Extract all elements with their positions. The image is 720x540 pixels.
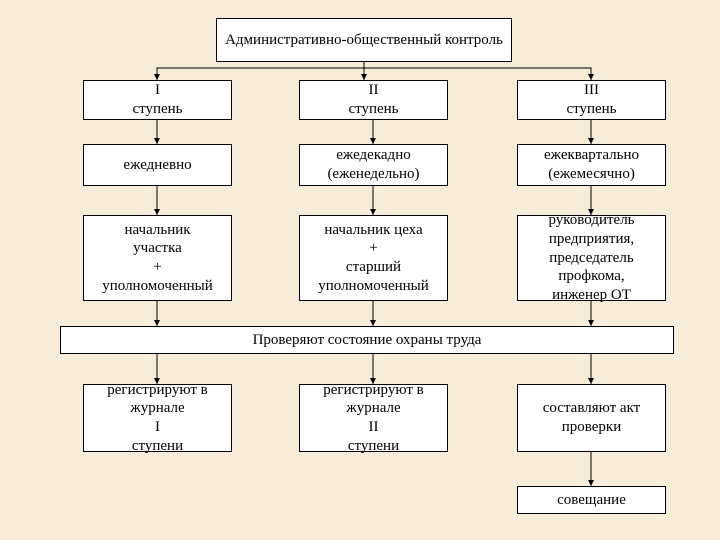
text: совещание: [557, 491, 626, 510]
text: регистрируют вжурналеIIступени: [323, 381, 423, 456]
text: IIступень: [348, 81, 398, 119]
node-final: совещание: [517, 486, 666, 514]
text: ежедневно: [123, 156, 191, 175]
node-resp-3: руководительпредприятия,председательпроф…: [517, 215, 666, 301]
node-out-2: регистрируют вжурналеIIступени: [299, 384, 448, 452]
text: Административно-общественный контроль: [225, 31, 503, 50]
text: начальникучастка+уполномоченный: [102, 221, 213, 296]
node-title: Административно-общественный контроль: [216, 18, 512, 62]
node-stage-2: IIступень: [299, 80, 448, 120]
node-freq-2: ежедекадно(еженедельно): [299, 144, 448, 186]
node-freq-1: ежедневно: [83, 144, 232, 186]
node-stage-3: IIIступень: [517, 80, 666, 120]
text: IIIступень: [566, 81, 616, 119]
node-out-3: составляют актпроверки: [517, 384, 666, 452]
node-stage-1: Iступень: [83, 80, 232, 120]
text: начальник цеха+старшийуполномоченный: [318, 221, 429, 296]
text: ежедекадно(еженедельно): [327, 146, 419, 184]
node-resp-2: начальник цеха+старшийуполномоченный: [299, 215, 448, 301]
text: составляют актпроверки: [543, 399, 640, 437]
text: руководительпредприятия,председательпроф…: [548, 211, 634, 305]
text: Iступень: [132, 81, 182, 119]
text: регистрируют вжурналеIступени: [107, 381, 207, 456]
node-check: Проверяют состояние охраны труда: [60, 326, 674, 354]
node-freq-3: ежеквартально(ежемесячно): [517, 144, 666, 186]
text: ежеквартально(ежемесячно): [544, 146, 639, 184]
node-resp-1: начальникучастка+уполномоченный: [83, 215, 232, 301]
text: Проверяют состояние охраны труда: [253, 331, 482, 350]
node-out-1: регистрируют вжурналеIступени: [83, 384, 232, 452]
